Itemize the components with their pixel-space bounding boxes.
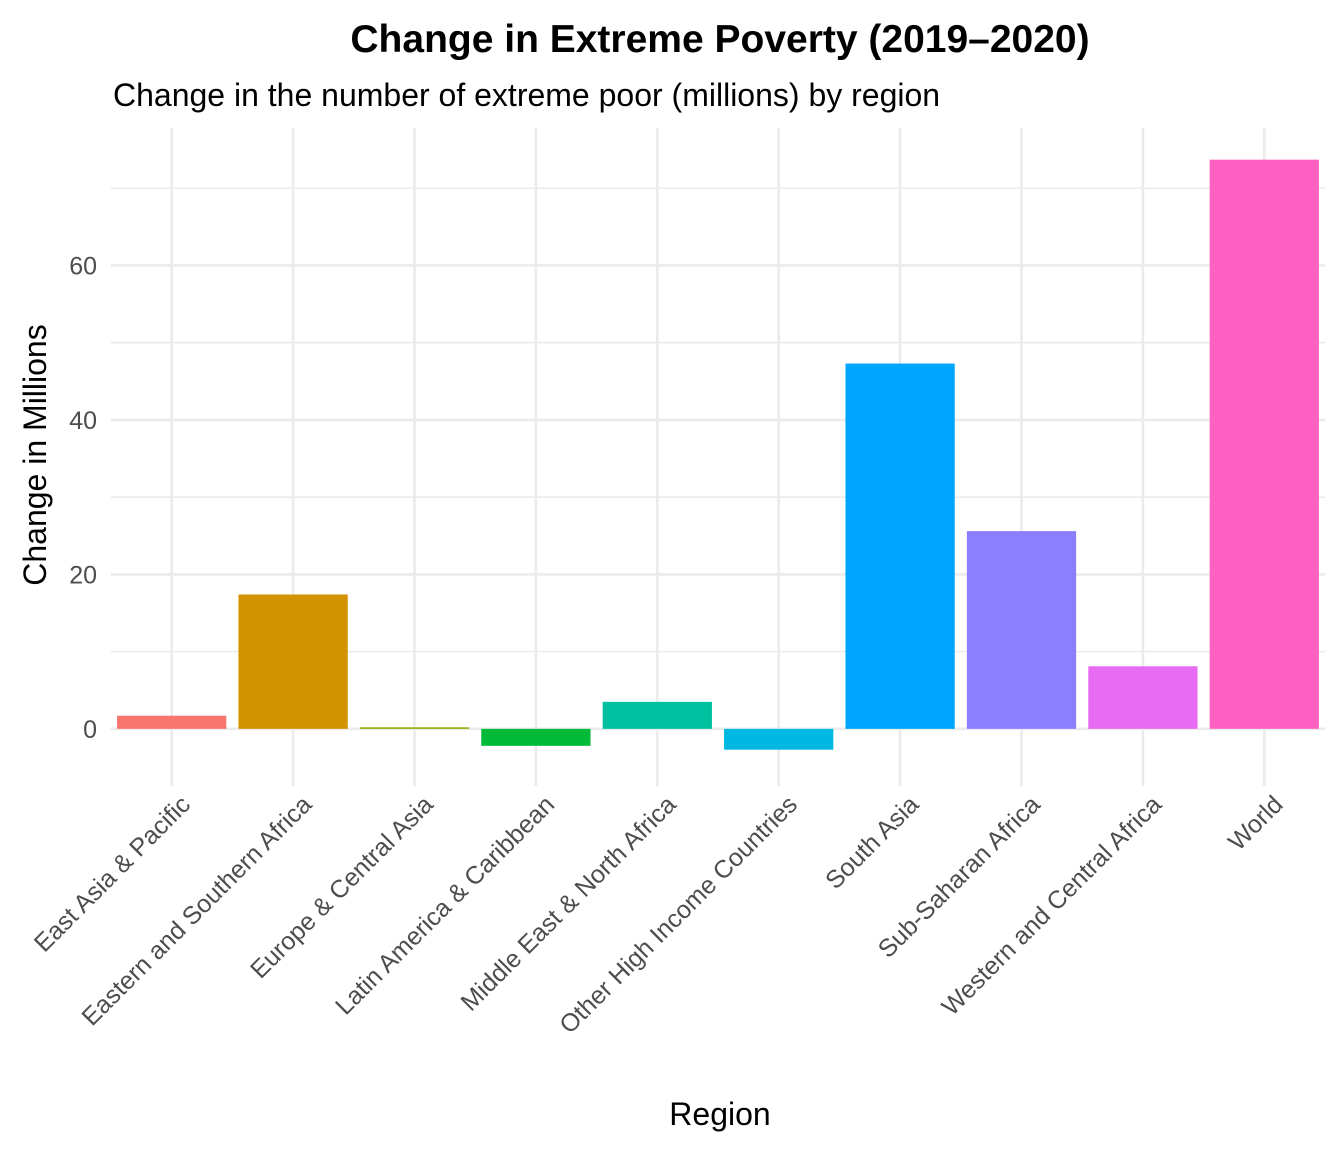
x-axis-title: Region	[669, 1096, 770, 1132]
y-axis-title: Change in Millions	[17, 324, 53, 585]
bar-8	[1088, 666, 1198, 729]
y-tick-label: 0	[83, 716, 97, 744]
bar-1	[238, 594, 348, 729]
bar-2	[359, 727, 470, 729]
bars	[117, 159, 1319, 750]
y-tick-label: 40	[69, 407, 97, 435]
bar-6	[845, 363, 955, 729]
y-tick-label: 20	[69, 561, 97, 589]
bar-9	[1209, 159, 1319, 729]
bar-7	[966, 531, 1077, 729]
bar-4	[602, 701, 712, 729]
bar-5	[724, 728, 834, 750]
y-axis-ticks: 0 20 40 60	[69, 252, 97, 743]
y-tick-label: 60	[69, 252, 97, 280]
bar-3	[481, 728, 591, 746]
chart-title: Change in Extreme Poverty (2019–2020)	[350, 18, 1089, 61]
bar-0	[117, 715, 227, 729]
chart-subtitle: Change in the number of extreme poor (mi…	[113, 77, 940, 113]
